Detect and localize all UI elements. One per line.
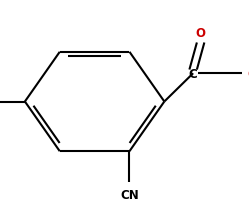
Text: C: C bbox=[189, 67, 197, 80]
Text: O: O bbox=[196, 27, 206, 40]
Text: CN: CN bbox=[120, 188, 139, 201]
Text: OEt: OEt bbox=[247, 67, 249, 80]
